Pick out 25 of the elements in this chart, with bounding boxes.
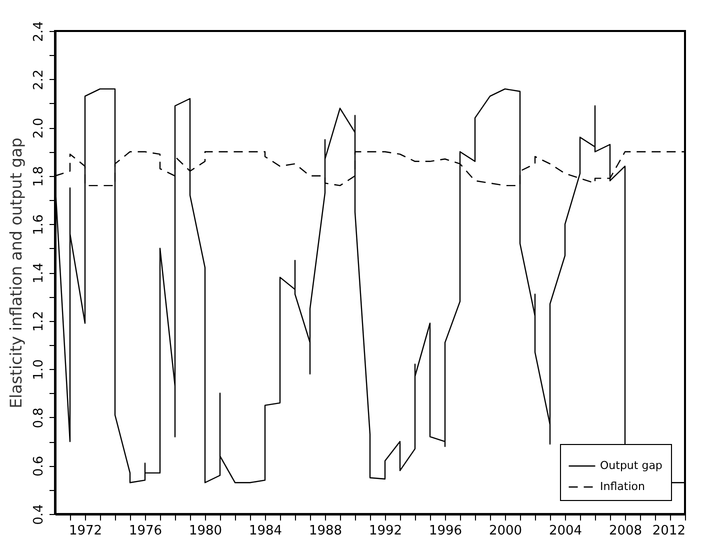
y-tick-label: 1.8 xyxy=(32,166,46,187)
x-tick-label: 1984 xyxy=(248,524,282,538)
x-tick-label: 1972 xyxy=(68,524,102,538)
y-tick-label: 2.0 xyxy=(32,118,46,138)
y-tick-label: 0.6 xyxy=(32,456,46,477)
y-tick-label: 1.6 xyxy=(32,214,46,236)
x-tick-label: 2008 xyxy=(608,524,642,538)
x-tick-label: 1992 xyxy=(368,524,402,538)
x-tick-label: 1980 xyxy=(188,524,222,538)
x-tick-label: 2012 xyxy=(652,524,686,538)
x-tick-label: 2004 xyxy=(548,524,582,538)
y-tick-label: 1.4 xyxy=(32,262,46,284)
legend-label: Output gap xyxy=(600,459,662,472)
y-tick-label: 2.4 xyxy=(32,21,46,42)
y-tick-label: 2.2 xyxy=(32,69,46,90)
x-tick-label: 1976 xyxy=(128,524,162,538)
y-axis-title: Elasticity inflation and output gap xyxy=(6,138,26,408)
y-tick-label: 0.8 xyxy=(32,408,46,428)
x-tick-label: 2000 xyxy=(488,524,522,538)
x-tick-label: 1996 xyxy=(428,524,462,538)
y-tick-label: 0.4 xyxy=(32,504,46,525)
y-tick-label: 1.0 xyxy=(32,359,46,380)
legend-label: Inflation xyxy=(600,480,645,493)
y-tick-label: 1.2 xyxy=(32,310,46,332)
x-tick-label: 1988 xyxy=(308,524,342,538)
